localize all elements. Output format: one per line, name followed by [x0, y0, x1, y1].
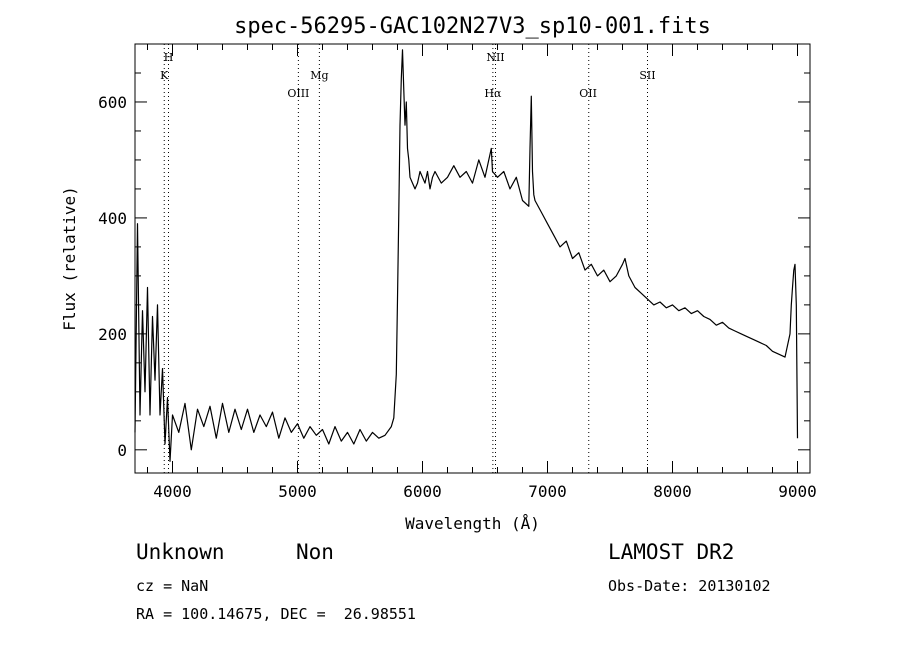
x-tick-label-9000: 9000	[778, 482, 817, 501]
y-axis-label: Flux (relative)	[60, 186, 79, 331]
class-label: Unknown	[136, 540, 225, 564]
annotation-label-7: SII	[639, 69, 655, 82]
annotation-label-5: Hα	[484, 87, 502, 100]
radec-text: RA = 100.14675, DEC = 26.98551	[136, 605, 416, 623]
y-tick-label-600: 600	[98, 93, 127, 112]
annotation-label-1: K	[160, 69, 169, 82]
x-axis-label: Wavelength (Å)	[405, 514, 540, 533]
cz-text: cz = NaN	[136, 577, 209, 595]
x-tick-label-8000: 8000	[653, 482, 692, 501]
y-tick-label-0: 0	[117, 441, 127, 460]
y-tick-label-400: 400	[98, 209, 127, 228]
survey-label: LAMOST DR2	[608, 540, 735, 564]
y-tick-label-200: 200	[98, 325, 127, 344]
x-tick-label-7000: 7000	[528, 482, 567, 501]
spectrum-line	[134, 49, 799, 462]
x-tick-label-6000: 6000	[403, 482, 442, 501]
annotation-label-6: OII	[579, 87, 597, 100]
annotation-label-4: NII	[486, 51, 504, 64]
subclass-label: Non	[296, 540, 334, 564]
plot-frame	[134, 43, 811, 474]
chart-title: spec-56295-GAC102N27V3_sp10-001.fits	[234, 14, 711, 39]
annotation-label-2: OIII	[287, 87, 309, 100]
annotation-label-3: Mg	[310, 69, 328, 82]
x-tick-label-4000: 4000	[153, 482, 192, 501]
x-tick-label-5000: 5000	[278, 482, 317, 501]
annotation-label-0: H	[164, 51, 174, 64]
obs-date-text: Obs-Date: 20130102	[608, 577, 771, 595]
